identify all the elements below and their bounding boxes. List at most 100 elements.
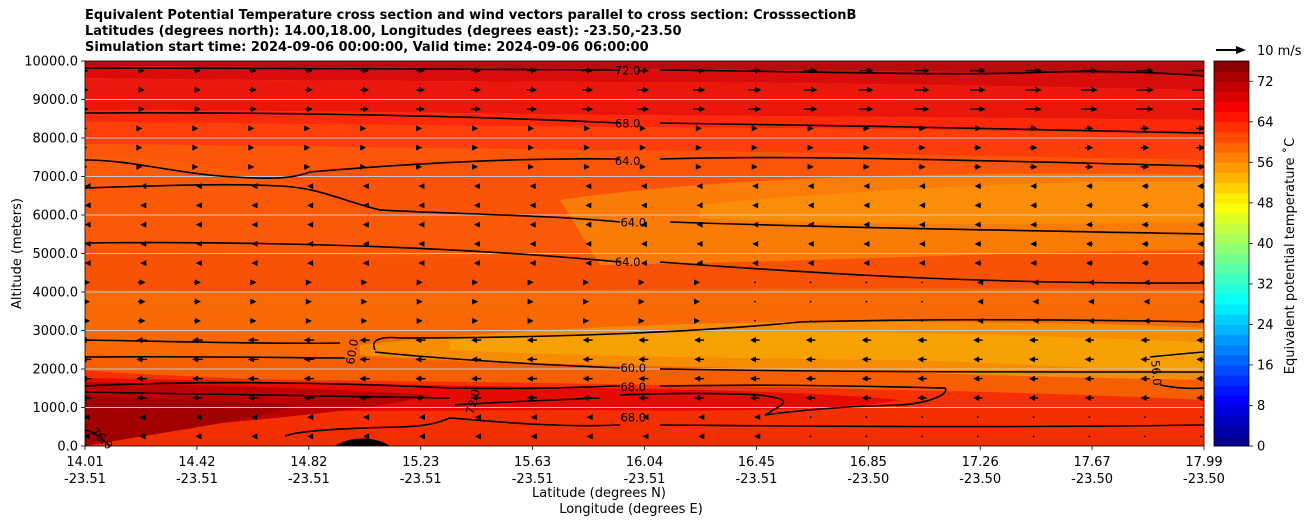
wind-vector-head — [1032, 298, 1039, 305]
wind-vector-head — [138, 67, 145, 74]
wind-vector — [140, 202, 147, 209]
wind-vector — [921, 281, 923, 284]
wind-vector-head — [194, 86, 201, 93]
x-tick-label-longitude: -23.51 — [400, 472, 442, 487]
wind-vector-head — [1199, 144, 1204, 151]
y-axis-label: Altitude (meters) — [10, 198, 25, 309]
wind-vector-head — [472, 125, 479, 132]
wind-vector-head — [419, 86, 426, 93]
wind-vector-head — [362, 260, 369, 267]
wind-vector-head — [699, 67, 706, 74]
wind-vector — [1141, 240, 1149, 247]
wind-vector — [416, 163, 423, 170]
wind-vector — [137, 317, 146, 324]
contour-label-text: 68.0 — [615, 116, 641, 130]
wind-vector — [751, 163, 758, 170]
wind-vector — [360, 106, 369, 113]
wind-vector-head — [139, 279, 146, 286]
wind-vector-head — [638, 375, 645, 382]
wind-vector-head — [694, 375, 701, 382]
wind-vector — [85, 260, 91, 267]
contour-60-upper — [85, 318, 1204, 351]
wind-vector-head — [139, 433, 146, 440]
wind-vector — [192, 125, 199, 132]
wind-vector — [194, 67, 201, 74]
wind-vector — [251, 260, 258, 267]
wind-vector — [863, 183, 870, 190]
wind-vector-head — [1030, 260, 1037, 267]
wind-vector — [1140, 144, 1150, 151]
wind-vector-head — [362, 67, 369, 74]
wind-vector — [921, 435, 923, 438]
wind-vector-head — [1032, 279, 1039, 286]
wind-vector-head — [250, 86, 257, 93]
wind-vector-head — [1141, 202, 1148, 209]
wind-vector — [1032, 317, 1039, 324]
wind-vector — [251, 202, 258, 209]
wind-vector — [583, 144, 590, 151]
wind-vector-head — [807, 240, 814, 247]
wind-vector-head — [416, 317, 423, 324]
wind-vector-head — [867, 106, 874, 113]
wind-vector-head — [360, 125, 367, 132]
x-tick-label-latitude: 15.23 — [402, 455, 439, 470]
wind-vector-head — [306, 86, 313, 93]
wind-vector-head — [1143, 163, 1150, 170]
wind-vector — [192, 356, 203, 363]
wind-vector-head — [140, 183, 147, 190]
wind-vector — [304, 163, 311, 170]
wind-vector — [973, 394, 983, 401]
wind-vector-head — [693, 298, 700, 305]
wind-vector — [472, 163, 479, 170]
wind-vector-head — [1031, 144, 1038, 151]
wind-vector — [192, 337, 203, 344]
wind-vector-head — [529, 240, 536, 247]
wind-vector — [583, 125, 590, 132]
contour-label-text: 68.0 — [620, 411, 646, 425]
wind-vector-head — [583, 317, 590, 324]
chart-title: Equivalent Potential Temperature cross s… — [85, 8, 856, 56]
x-tick-label-latitude: 16.45 — [738, 455, 775, 470]
contour-label: 68.0 — [615, 116, 641, 130]
wind-vector — [359, 375, 370, 382]
wind-vector-head — [1035, 86, 1042, 93]
wind-vector — [1085, 221, 1093, 228]
wind-vector — [362, 221, 369, 228]
wind-vector-head — [85, 183, 91, 190]
wind-vector-head — [583, 163, 590, 170]
wind-vector — [527, 163, 534, 170]
wind-vector-head — [85, 107, 89, 111]
wind-vector-head — [1141, 240, 1148, 247]
wind-vector-head — [1143, 317, 1150, 324]
wind-vector — [638, 337, 649, 344]
wind-vector-head — [1143, 279, 1150, 286]
wind-vector — [974, 163, 982, 170]
wind-vector-head — [415, 356, 422, 363]
colorbar-step — [1214, 425, 1249, 437]
wind-vector — [698, 414, 705, 421]
wind-vector — [359, 337, 370, 344]
colorbar-step — [1214, 233, 1249, 244]
wind-vector — [1030, 240, 1037, 247]
colorbar-tick-label: 0 — [1257, 440, 1265, 455]
wind-vector — [696, 221, 703, 228]
wind-vector — [418, 183, 425, 190]
wind-vector — [640, 221, 647, 228]
wind-vector-head — [362, 86, 369, 93]
wind-vector — [752, 221, 759, 228]
wind-vector-head — [1084, 375, 1091, 382]
wind-vector — [1136, 86, 1154, 93]
wind-vector-head — [307, 183, 314, 190]
wind-vector — [974, 221, 981, 228]
wind-vector-head — [416, 163, 423, 170]
wind-vector-head — [1035, 106, 1042, 113]
wind-vector-head — [362, 221, 369, 228]
contour-label: 64.0 — [615, 255, 641, 269]
wind-vector — [138, 67, 145, 74]
wind-vector-head — [751, 144, 758, 151]
wind-vector — [418, 221, 425, 228]
wind-vector-head — [583, 298, 590, 305]
wind-vector-head — [1030, 202, 1037, 209]
wind-vector-head — [251, 202, 258, 209]
wind-vector-head — [1147, 67, 1154, 74]
